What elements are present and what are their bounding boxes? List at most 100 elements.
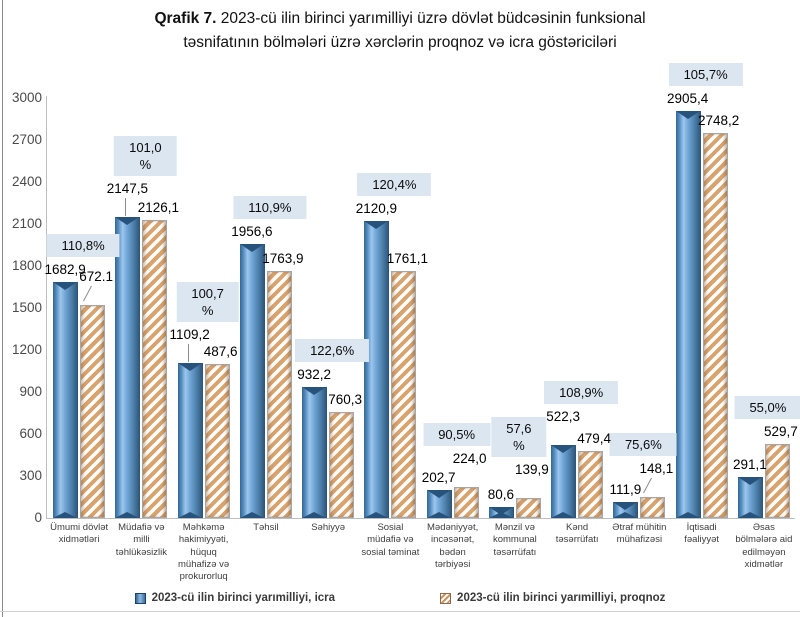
bar-icra [426,489,452,519]
bar-proqnoz [142,220,168,518]
chart-title-prefix: Qrafik 7. [154,10,217,27]
proqnoz-series-swatch-icon [440,592,452,604]
value-label-icra: 291,1 [732,457,767,473]
bar-proqnoz [640,497,666,518]
value-label-proqnoz: 479,4 [577,430,612,446]
value-label-proqnoz: 1763,9 [262,251,304,267]
bar-proqnoz [764,443,790,518]
percent-badge: 120,4% [357,173,432,197]
category-label: Mədəniyyət, incəsənət, bədən tərbiyəsi [427,522,479,571]
category-label: Ətraf mühitin mühafizəsi [612,522,667,546]
category-label: Sosial müdafiə və sosial təminat [361,522,420,558]
y-tick-label: 3000 [11,90,42,105]
bar-proqnoz [515,498,541,518]
label-leader-line [187,343,189,362]
category-label: İqtisadi fəaliyyət [684,522,720,546]
page-left-border [2,0,3,617]
legend: 2023-cü ilin birinci yarımilliyi, icra 2… [0,592,800,604]
y-tick-label: 2700 [11,132,42,147]
percent-badge: 105,7% [668,63,743,87]
bar-proqnoz [329,411,355,518]
bar-icra [115,217,141,518]
percent-badge: 90,5% [423,422,491,446]
value-label-proqnoz: 148,1 [639,461,674,477]
label-leader-line [125,198,127,217]
value-label-icra: 2905,4 [666,91,709,107]
bar-icra [177,362,203,519]
category-label: Təhsil [253,522,279,533]
bar-icra [53,282,79,518]
bar-proqnoz [80,305,106,518]
value-label-icra: 1682,9 [44,262,86,278]
bar-icra [675,111,701,518]
bar-icra [551,444,577,519]
legend-item-proqnoz: 2023-cü ilin birinci yarımilliyi, proqno… [440,592,665,604]
label-leader-line [83,286,93,302]
category-label: Məhkəmə hakimiyyəti, hüquq mühafizə və p… [178,522,230,583]
page-bottom-border [0,611,800,612]
bar-proqnoz [391,271,417,518]
y-tick-label: 300 [19,468,42,483]
value-label-icra: 111,9 [609,482,642,498]
value-label-proqnoz: 1761,1 [386,251,429,267]
category-label: Ümumi dövlət xidmətləri [50,522,109,546]
category-label: Əsas bölmələrə aid edilməyən xidmətlər [735,522,793,571]
value-label-icra: 2120,9 [355,201,398,217]
legend-item-icra: 2023-cü ilin birinci yarımilliyi, icra [134,592,335,604]
bar-proqnoz [453,486,479,518]
percent-badge: 100,7 % [176,281,239,322]
percent-badge: 110,8% [46,234,120,258]
chart-title-text: 2023-cü ilin birinci yarımilliyi üzrə dö… [183,10,646,52]
value-label-icra: 1109,2 [169,326,210,342]
percent-badge: 57,6 % [491,417,547,458]
category-label: Mənzil və kommunal təsərrüfatı [492,522,537,558]
value-label-proqnoz: 2748,2 [697,113,740,129]
value-label-proqnoz: 529,7 [763,423,798,439]
bar-icra [488,506,514,519]
bar-icra [239,244,265,518]
y-tick-label: 2100 [11,216,42,231]
value-label-proqnoz: 487,6 [203,343,238,359]
value-label-icra: 2147,5 [106,181,149,197]
value-label-proqnoz: 672.1 [79,269,114,285]
bar-proqnoz [702,133,728,518]
percent-badge: 122,6% [295,339,370,363]
bar-icra [737,477,763,518]
x-axis-line [46,518,795,519]
value-label-icra: 80,6 [487,486,515,502]
icra-series-swatch-icon [134,592,146,604]
bar-icra [613,502,639,518]
value-label-proqnoz: 139,9 [514,462,549,478]
category-label: Kənd təsərrüfatı [555,522,599,546]
percent-badge: 55,0% [734,395,800,419]
value-label-icra: 1956,6 [231,224,273,240]
y-tick-label: 2400 [11,174,42,189]
percent-badge: 75,6% [609,433,677,457]
value-label-proqnoz: 224,0 [452,450,487,466]
y-tick-label: 0 [34,510,42,525]
y-tick-label: 600 [19,426,42,441]
percent-badge: 101,0 % [114,136,177,177]
bar-icra [364,221,390,518]
legend-label-proqnoz: 2023-cü ilin birinci yarımilliyi, proqno… [457,592,666,604]
y-axis-line [46,96,47,519]
chart-title: Qrafik 7. 2023-cü ilin birinci yarımilli… [128,7,673,55]
value-label-icra: 932,2 [297,367,332,383]
bar-proqnoz [266,271,292,518]
value-label-proqnoz: 2126,1 [137,200,180,216]
bar-icra [302,387,328,518]
value-label-icra: 202,7 [421,469,456,485]
bar-proqnoz [204,363,230,518]
value-label-icra: 522,3 [546,408,581,424]
category-label: Səhiyyə [311,522,346,533]
percent-badge: 110,9% [233,196,307,220]
y-tick-label: 1500 [11,300,42,315]
label-leader-line [643,478,653,494]
category-label: Müdafiə və milli təhlükəsizlik [115,522,167,558]
y-tick-label: 1800 [11,258,42,273]
percent-badge: 108,9% [544,380,619,404]
bar-proqnoz [578,450,604,518]
value-label-proqnoz: 760,3 [328,391,363,407]
